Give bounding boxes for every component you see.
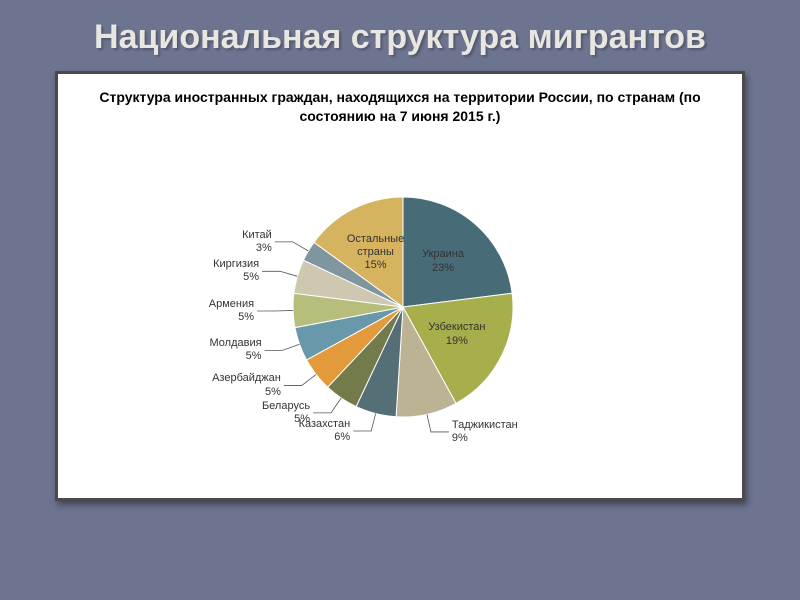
chart-area: Украина23% Узбекистан19% Таджикистан9% Каза… — [58, 132, 742, 472]
slice-label-inside: Остальныестраны15% — [347, 233, 404, 273]
slice-label-inside: Узбекистан19% — [428, 321, 485, 347]
slide-title: Национальная структура мигрантов — [94, 18, 706, 57]
chart-frame: Структура иностранных граждан, находящих… — [55, 71, 745, 501]
pie-slice — [403, 293, 513, 403]
slice-label-outside: Беларусь5% — [262, 400, 310, 426]
leader-line — [313, 398, 341, 413]
leader-line — [353, 413, 375, 430]
leader-line — [265, 344, 300, 350]
leader-line — [275, 242, 308, 251]
pie-slice — [303, 242, 403, 307]
pie-slice — [396, 307, 456, 417]
leader-line — [257, 310, 293, 311]
pie-slice — [356, 307, 403, 417]
leader-line — [284, 374, 316, 385]
slice-label-inside: Украина23% — [422, 248, 464, 274]
pie-slice — [328, 307, 403, 407]
pie-slice — [314, 197, 403, 307]
slice-label-outside: Таджикистан9% — [452, 419, 518, 445]
slice-label-outside: Китай3% — [242, 229, 272, 255]
pie-slice — [294, 260, 403, 307]
pie-slice — [293, 293, 403, 327]
slice-label-outside: Азербайджан5% — [212, 372, 281, 398]
leader-line — [427, 414, 449, 432]
leader-line — [262, 271, 297, 276]
pie-svg — [58, 132, 748, 472]
slice-label-outside: Молдавия5% — [210, 337, 262, 363]
pie-slice — [403, 197, 512, 307]
slice-label-outside: Армения5% — [209, 298, 254, 324]
slice-label-outside: Казахстан6% — [299, 418, 351, 444]
slice-label-outside: Киргизия5% — [213, 258, 259, 284]
chart-subtitle: Структура иностранных граждан, находящих… — [58, 74, 742, 132]
pie-slice — [295, 307, 403, 360]
pie-slice — [307, 307, 403, 387]
